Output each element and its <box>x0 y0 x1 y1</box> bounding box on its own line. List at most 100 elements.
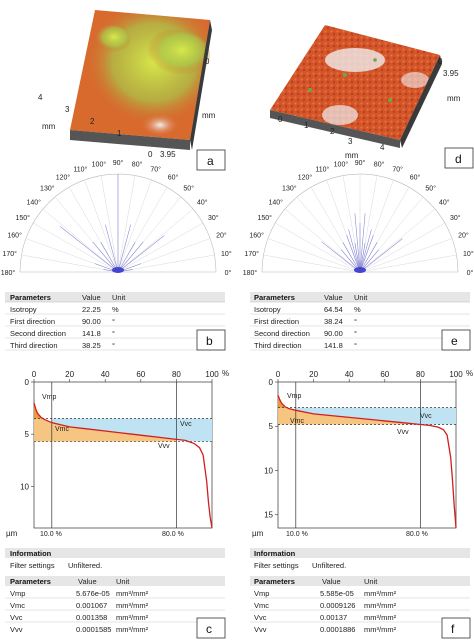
params-f-header-1: Value <box>322 577 341 586</box>
polar-right-ray-170 <box>263 254 361 273</box>
polar-right-spike-2 <box>321 241 361 273</box>
table-e-row3-name: Third direction <box>254 341 302 350</box>
params-f-r3-name: Vvv <box>254 625 267 634</box>
polar-right-spike-3 <box>359 242 378 273</box>
panel-label-box-a <box>196 149 226 171</box>
chart-c-ytick-label-5: 5 <box>25 430 30 439</box>
chart-c-xtick-label-100: 100 <box>205 370 219 379</box>
polar-left-angle-label-30: 30° <box>208 214 219 222</box>
chart-f-xtick-label-20: 20 <box>309 370 318 379</box>
polar-right-spike-11 <box>346 235 361 273</box>
params-c-r3-unit: mm³/mm² <box>116 625 149 634</box>
polar-left-ray-150 <box>33 222 119 273</box>
polar-left-angle-label-80: 80° <box>132 161 143 169</box>
chart-c-xtick-label-20: 20 <box>65 370 74 379</box>
table-e-row2-name: Second direction <box>254 329 310 338</box>
table-e-row1-value: 38.24 <box>324 317 343 326</box>
chart-c-xtick-label-80: 80 <box>172 370 181 379</box>
table-b-row3-unit: ° <box>112 341 115 350</box>
chart-f-annot-vmc: Vmc <box>290 418 305 425</box>
polar-right-angle-label-170: 170° <box>244 250 259 258</box>
panel-label-box-c <box>196 617 226 639</box>
polar-left-angle-label-10: 10° <box>221 250 232 258</box>
params-f-r2-name: Vvc <box>254 613 267 622</box>
polar-left-spike-11 <box>92 241 119 273</box>
polar-left-spike-2 <box>117 235 165 273</box>
chart-c-marker-80: 80.0 % <box>162 531 184 538</box>
params-c-r2-name: Vvc <box>10 613 23 622</box>
polar-right-angle-label-100: 100° <box>334 161 349 169</box>
chart-f-ytick-label-10: 10 <box>264 466 273 475</box>
polar-right-spike-0 <box>359 238 403 273</box>
polar-right-angle-label-160: 160° <box>249 231 264 239</box>
chart-c-annot-vvc: Vvc <box>180 421 192 428</box>
info-c-title: Information <box>10 549 52 558</box>
polar-left-ray-10 <box>117 254 215 273</box>
polar-right-angle-label-140: 140° <box>268 198 283 206</box>
table-e-row2-unit: ° <box>354 329 357 338</box>
params-c-header-0: Parameters <box>10 577 51 586</box>
chart-f-xtick-label-40: 40 <box>345 370 354 379</box>
polar-left-ray-170 <box>21 254 119 273</box>
params-c-header-2: Unit <box>116 577 130 586</box>
polar-left-angle-label-130: 130° <box>40 185 55 193</box>
panel-label-box-e <box>441 329 471 351</box>
polar-left-angle-label-150: 150° <box>15 214 30 222</box>
info-f-title: Information <box>254 549 296 558</box>
params-c-r1-unit: mm³/mm² <box>116 601 149 610</box>
polar-left-ray-80 <box>117 175 136 273</box>
polar-right-angle-label-150: 150° <box>257 214 272 222</box>
polar-right-spike-12 <box>359 235 374 273</box>
chart-f-marker-80: 80.0 % <box>406 531 428 538</box>
polar-right-angle-label-20: 20° <box>458 231 469 239</box>
panel-label-d: d <box>455 152 462 166</box>
params-c-r2-value: 0.001358 <box>76 613 107 622</box>
table-e-row0-name: Isotropy <box>254 305 281 314</box>
info-table-c: Information Filter settings Unfiltered. … <box>5 548 225 634</box>
polar-left-angle-label-120: 120° <box>56 174 71 182</box>
polar-left-spike-3 <box>117 242 136 273</box>
polar-right-spike-5 <box>359 229 372 273</box>
chart-c-xtick-label-60: 60 <box>136 370 145 379</box>
polar-right-angle-label-50: 50° <box>425 185 436 193</box>
panel-label-b: b <box>206 334 213 348</box>
surface-3d-d <box>270 25 442 148</box>
chart-c-pct-label: % <box>222 369 229 378</box>
info-table-f: Information Filter settings Unfiltered. … <box>250 548 470 634</box>
chart-f-bearing-curve <box>277 395 457 529</box>
table-b-row3-name: Third direction <box>10 341 58 350</box>
axis-tick-a-2: 2 <box>90 117 95 126</box>
chart-c-material-volume-fill <box>34 402 177 442</box>
table-b-row2-unit: ° <box>112 329 115 338</box>
polar-left-angle-label-140: 140° <box>26 198 41 206</box>
polar-right-angle-label-0: 0° <box>467 269 474 277</box>
params-c-r0-name: Vmp <box>10 589 25 598</box>
axis-tick-d-1: 1 <box>304 121 309 130</box>
panel-label-a: a <box>207 154 214 168</box>
polar-left-angle-label-70: 70° <box>150 166 161 174</box>
axis-unit-d-bottom: mm <box>345 151 359 160</box>
table-b-row0-value: 22.25 <box>82 305 101 314</box>
abbott-curve-chart-c: 0 20 40 60 80 100 0 5 10 <box>20 370 219 529</box>
params-c-r2-unit: mm³/mm² <box>116 613 149 622</box>
info-f-filter-value: Unfiltered. <box>312 561 346 570</box>
polar-left-ray-40 <box>117 208 194 273</box>
table-e-row3-value: 141.8 <box>324 341 343 350</box>
polar-left-spike-12 <box>117 241 144 273</box>
polar-left-angle-label-40: 40° <box>197 198 208 206</box>
table-b-row1-value: 90.00 <box>82 317 101 326</box>
polar-right-spike-6 <box>348 229 361 273</box>
polar-right-angle-label-70: 70° <box>392 166 403 174</box>
panel-label-box-d <box>444 147 474 169</box>
params-c-r1-value: 0.001067 <box>76 601 107 610</box>
polar-right-ray-150 <box>275 222 361 273</box>
chart-f-xtick-label-0: 0 <box>276 370 281 379</box>
polar-left-angle-label-110: 110° <box>73 166 87 174</box>
chart-f-ytick-label-0: 0 <box>269 378 274 387</box>
params-f-r2-unit: mm³/mm² <box>364 613 397 622</box>
table-e-row0-unit: % <box>354 305 361 314</box>
info-f-filter-label: Filter settings <box>254 561 299 570</box>
polar-left-spike-4 <box>100 242 119 273</box>
params-f-r3-value: 0.0001886 <box>320 625 355 634</box>
table-b-header-value: Value <box>82 293 101 302</box>
